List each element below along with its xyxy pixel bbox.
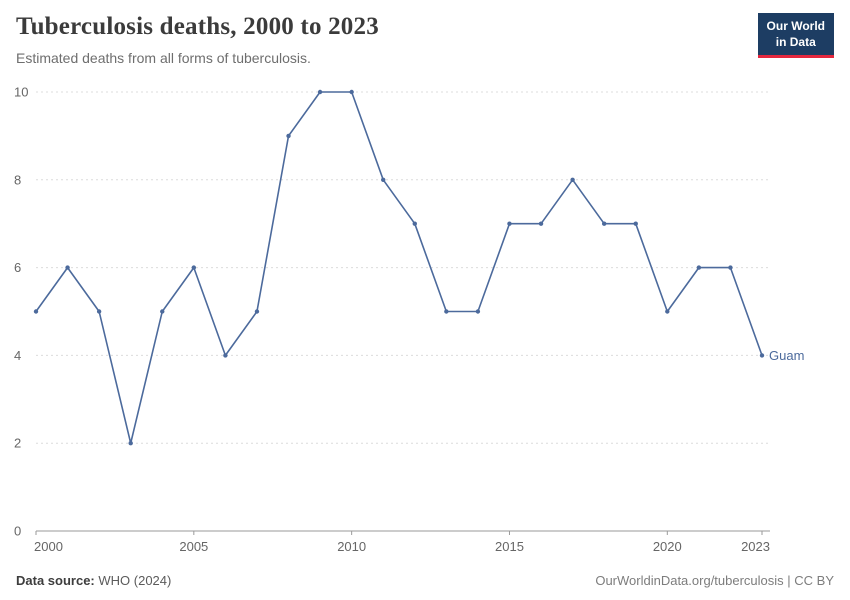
data-point xyxy=(381,177,386,182)
credit-link[interactable]: OurWorldinData.org/tuberculosis | CC BY xyxy=(595,573,834,588)
data-point xyxy=(286,133,291,139)
data-point xyxy=(601,221,607,226)
series-end-label: Guam xyxy=(769,348,804,363)
data-source: Data source: WHO (2024) xyxy=(16,573,171,588)
data-point xyxy=(128,441,133,446)
x-tick-label: 2005 xyxy=(179,539,208,554)
y-tick-label: 6 xyxy=(14,260,21,275)
data-point xyxy=(349,89,354,95)
data-point xyxy=(728,265,733,270)
y-tick-label: 10 xyxy=(14,85,28,100)
data-source-value: WHO (2024) xyxy=(98,573,172,588)
chart-footer: Data source: WHO (2024) OurWorldinData.o… xyxy=(16,573,834,588)
data-point xyxy=(759,353,765,358)
y-tick-label: 4 xyxy=(14,348,21,363)
logo-text-line2: in Data xyxy=(775,34,816,49)
data-point xyxy=(254,309,260,314)
data-point xyxy=(633,221,638,226)
data-point xyxy=(223,353,228,358)
data-source-label: Data source: xyxy=(16,573,95,588)
data-point xyxy=(665,309,670,314)
x-tick-label: 2020 xyxy=(653,539,682,554)
data-point xyxy=(475,309,481,314)
chart-subtitle: Estimated deaths from all forms of tuber… xyxy=(16,50,311,66)
chart-header: Tuberculosis deaths, 2000 to 2023 Estima… xyxy=(16,13,834,66)
data-point xyxy=(507,221,512,226)
logo-text-line1: Our World xyxy=(766,19,825,33)
x-tick-label: 2023 xyxy=(741,539,770,554)
data-point xyxy=(33,309,39,314)
data-point xyxy=(444,309,449,314)
x-tick-label: 2010 xyxy=(337,539,366,554)
data-point xyxy=(191,265,197,270)
data-point xyxy=(696,265,702,270)
data-point xyxy=(570,177,575,182)
data-point xyxy=(96,309,102,314)
owid-logo: Our World in Data xyxy=(757,13,834,59)
y-tick-label: 0 xyxy=(14,524,21,539)
x-tick-label: 2015 xyxy=(495,539,524,554)
y-tick-label: 2 xyxy=(14,436,21,451)
data-point xyxy=(538,221,544,226)
data-point xyxy=(412,221,417,226)
x-tick-label: 2000 xyxy=(34,539,63,554)
data-point xyxy=(317,89,323,95)
y-tick-label: 8 xyxy=(14,172,21,187)
page-title: Tuberculosis deaths, 2000 to 2023 xyxy=(16,13,379,40)
data-point xyxy=(160,309,165,314)
series-line xyxy=(35,91,763,445)
data-point xyxy=(65,265,70,270)
title-block: Tuberculosis deaths, 2000 to 2023 Estima… xyxy=(16,13,379,66)
